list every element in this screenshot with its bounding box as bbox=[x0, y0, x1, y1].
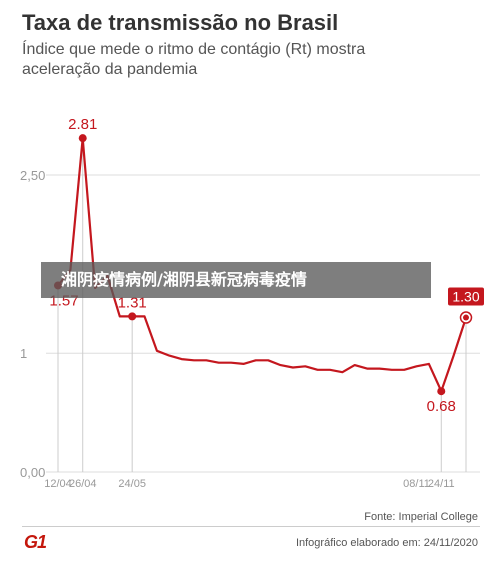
x-tick-label: 08/11 bbox=[403, 478, 430, 490]
overlay-banner: 湘阴疫情病例/湘阴县新冠病毒疫情 bbox=[41, 262, 431, 298]
data-point bbox=[128, 312, 137, 321]
data-point bbox=[437, 387, 446, 396]
chart-subtitle: Índice que mede o ritmo de contágio (Rt)… bbox=[22, 41, 366, 78]
data-label-box bbox=[448, 287, 484, 306]
data-label: 2.81 bbox=[68, 116, 97, 133]
footer-credit: Infográfico elaborado em: 24/11/2020 bbox=[295, 537, 478, 549]
data-point bbox=[463, 314, 469, 321]
series-line bbox=[57, 137, 468, 393]
x-tick-label: 24/11 bbox=[428, 478, 455, 490]
chart-title: Taxa de transmissão no Brasil bbox=[22, 10, 339, 35]
x-tick-label: 12/04 bbox=[44, 478, 72, 490]
footer-divider bbox=[22, 526, 480, 527]
chart-header: Taxa de transmissão no Brasil Índice que… bbox=[22, 10, 482, 80]
data-label: 0.68 bbox=[427, 398, 456, 415]
data-label: 1.31 bbox=[118, 294, 147, 311]
data-point bbox=[78, 134, 87, 143]
g1-logo: G1 bbox=[24, 532, 47, 552]
y-tick-label: 2,50 bbox=[20, 168, 45, 183]
source-note: Fonte: Imperial College bbox=[364, 511, 478, 523]
y-tick-label: 0,00 bbox=[20, 465, 45, 480]
data-label: 1.30 bbox=[452, 289, 479, 305]
x-tick-label: 24/05 bbox=[118, 478, 146, 490]
y-tick-label: 1 bbox=[20, 346, 27, 361]
x-tick-label: 26/04 bbox=[69, 478, 97, 490]
